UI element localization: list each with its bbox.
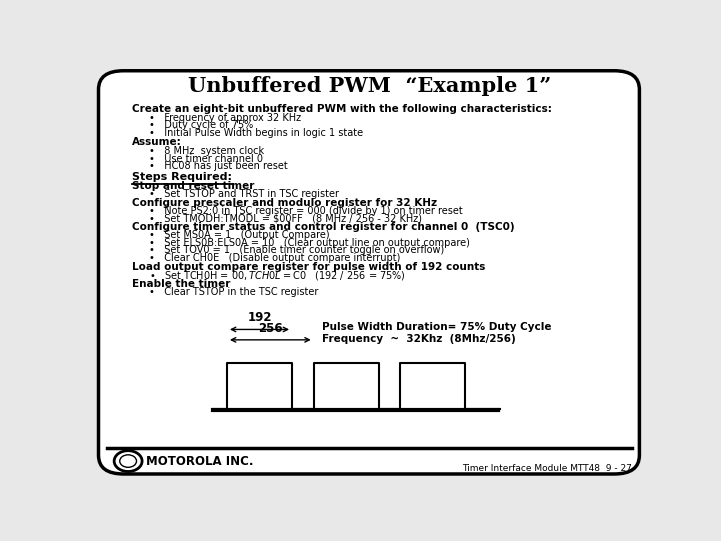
Text: •   Initial Pulse Width begins in logic 1 state: • Initial Pulse Width begins in logic 1 … (149, 128, 363, 138)
Text: •   Duty cycle of 75%: • Duty cycle of 75% (149, 120, 253, 130)
Text: •   Set TSTOP and TRST in TSC register: • Set TSTOP and TRST in TSC register (149, 189, 339, 199)
Text: Unbuffered PWM  “Example 1”: Unbuffered PWM “Example 1” (188, 76, 551, 96)
Text: Enable the timer: Enable the timer (132, 280, 231, 289)
Text: Load output compare register for pulse width of 192 counts: Load output compare register for pulse w… (132, 262, 485, 272)
Text: •   Set MS0A = 1   (Output Compare): • Set MS0A = 1 (Output Compare) (149, 230, 329, 240)
Text: •   Clear TSTOP in the TSC register: • Clear TSTOP in the TSC register (149, 287, 318, 298)
Text: Steps Required:: Steps Required: (132, 171, 232, 182)
Text: Timer Interface Module MTT48  9 - 27: Timer Interface Module MTT48 9 - 27 (462, 465, 632, 473)
Text: Assume:: Assume: (132, 137, 182, 147)
Text: 192: 192 (247, 311, 272, 324)
Text: •   Clear CH0E   (Disable output compare interrupt): • Clear CH0E (Disable output compare int… (149, 253, 400, 263)
Text: Create an eight-bit unbuffered PWM with the following characteristics:: Create an eight-bit unbuffered PWM with … (132, 104, 552, 114)
Text: •   Note PS2:0 in TSC register = 000 (divide by 1) on timer reset: • Note PS2:0 in TSC register = 000 (divi… (149, 206, 463, 216)
FancyBboxPatch shape (99, 71, 640, 474)
Text: Frequency  ~  32Khz  (8Mhz/256): Frequency ~ 32Khz (8Mhz/256) (322, 334, 516, 344)
Text: •   Set TCH0H = $00, TCH0L = $C0   (192 / 256 = 75%): • Set TCH0H = $00, TCH0L = $C0 (192 / 25… (149, 269, 406, 282)
Text: •   8 MHz  system clock: • 8 MHz system clock (149, 146, 264, 156)
Text: Configure prescaler and modulo register for 32 KHz: Configure prescaler and modulo register … (132, 198, 437, 208)
Text: •   HC08 has just been reset: • HC08 has just been reset (149, 161, 288, 171)
Text: •   Set TMODH:TMODL = $00FF   (8 MHz / 256 - 32 KHz): • Set TMODH:TMODL = $00FF (8 MHz / 256 -… (149, 213, 422, 223)
Text: Configure timer status and control register for channel 0  (TSC0): Configure timer status and control regis… (132, 222, 515, 233)
Text: •   Set ELS0B:ELS0A = 10   (Clear output line on output compare): • Set ELS0B:ELS0A = 10 (Clear output lin… (149, 238, 469, 248)
Text: Pulse Width Duration= 75% Duty Cycle: Pulse Width Duration= 75% Duty Cycle (322, 322, 552, 332)
Text: Stop and reset timer: Stop and reset timer (132, 181, 255, 191)
Text: •   Use timer channel 0: • Use timer channel 0 (149, 154, 262, 163)
Text: •   Set TOV0 = 1   (Enable timer counter toggle on overflow): • Set TOV0 = 1 (Enable timer counter tog… (149, 245, 444, 255)
Text: 256: 256 (258, 322, 283, 335)
Text: •   Frequency of approx 32 KHz: • Frequency of approx 32 KHz (149, 113, 301, 123)
Text: MOTOROLA INC.: MOTOROLA INC. (146, 454, 254, 467)
